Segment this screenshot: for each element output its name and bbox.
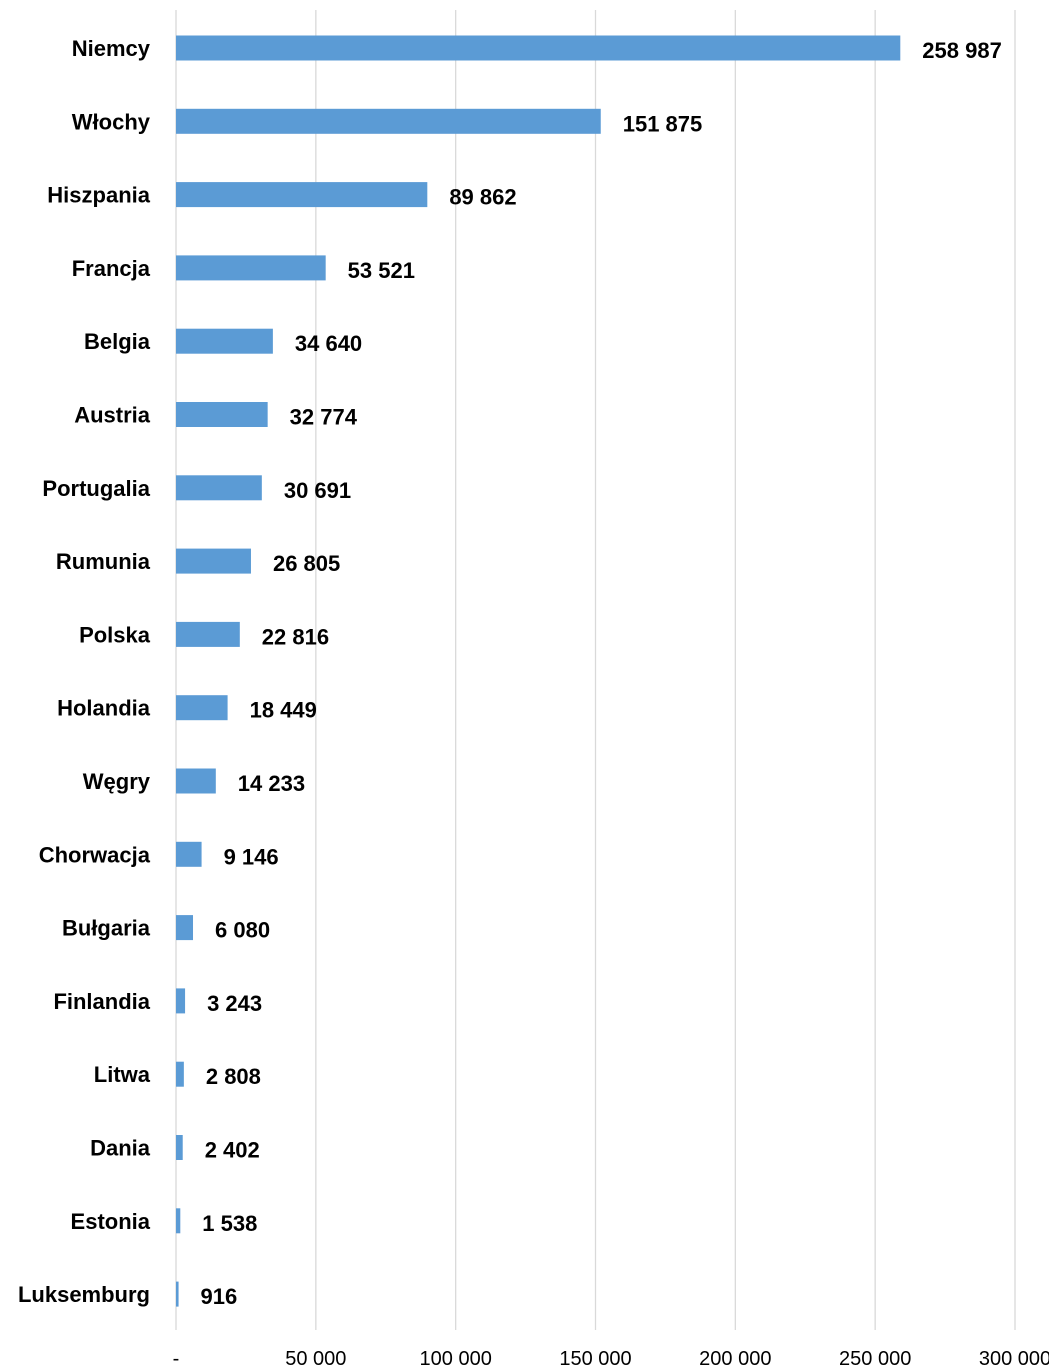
x-tick-label: 50 000	[285, 1348, 346, 1370]
category-label: Portugalia	[42, 476, 150, 501]
category-label: Hiszpania	[47, 183, 150, 208]
x-tick-label: 100 000	[420, 1348, 492, 1370]
bar	[176, 695, 228, 721]
data-label: 3 243	[207, 991, 262, 1016]
data-label: 53 521	[348, 258, 415, 283]
category-label: Rumunia	[56, 549, 151, 574]
bar	[176, 548, 251, 574]
bar	[176, 915, 194, 941]
data-label: 916	[201, 1284, 238, 1309]
data-label: 14 233	[238, 771, 305, 796]
x-tick-label: 250 000	[839, 1348, 911, 1370]
bar	[176, 1281, 179, 1307]
data-label: 34 640	[295, 331, 362, 356]
labels: - 50 000 100 000 150 000 200 000 250 000 300 0…	[18, 36, 1049, 1370]
bar	[176, 328, 273, 354]
bar	[176, 35, 901, 61]
data-label: 32 774	[290, 405, 358, 430]
category-label: Holandia	[57, 696, 151, 721]
data-label: 89 862	[449, 185, 516, 210]
category-label: Luksemburg	[18, 1282, 150, 1307]
x-tick-label: 150 000	[559, 1348, 631, 1370]
bar	[176, 255, 326, 281]
x-tick-label: -	[173, 1348, 180, 1370]
category-label: Belgia	[84, 329, 151, 354]
data-label: 6 080	[215, 918, 270, 943]
x-tick-label: 200 000	[699, 1348, 771, 1370]
gridlines	[175, 10, 1016, 1330]
bar	[176, 1061, 184, 1087]
category-label: Polska	[79, 622, 151, 647]
category-label: Niemcy	[72, 36, 151, 61]
data-label: 258 987	[922, 38, 1002, 63]
bar	[176, 182, 428, 208]
bar	[176, 108, 601, 134]
category-label: Francja	[72, 256, 151, 281]
data-label: 1 538	[202, 1211, 257, 1236]
bar	[176, 1135, 183, 1160]
data-label: 18 449	[250, 698, 317, 723]
data-label: 30 691	[284, 478, 351, 503]
data-label: 2 402	[205, 1138, 260, 1163]
data-label: 151 875	[623, 111, 703, 136]
category-label: Chorwacja	[39, 842, 151, 867]
category-label: Litwa	[94, 1062, 151, 1087]
data-label: 2 808	[206, 1064, 261, 1089]
bar	[176, 841, 202, 867]
category-label: Dania	[90, 1136, 151, 1161]
data-label: 9 146	[224, 844, 279, 869]
x-tick-label: 300 000	[979, 1348, 1049, 1370]
category-label: Austria	[74, 403, 151, 428]
bar	[176, 621, 240, 647]
category-label: Estonia	[71, 1209, 151, 1234]
bar	[176, 1208, 181, 1234]
bar	[176, 402, 268, 427]
bars	[176, 35, 901, 1307]
bar	[176, 768, 216, 794]
bar	[176, 988, 186, 1014]
data-label: 22 816	[262, 624, 329, 649]
category-label: Finlandia	[53, 989, 150, 1014]
category-label: Włochy	[72, 109, 151, 134]
category-label: Bułgaria	[62, 916, 151, 941]
data-label: 26 805	[273, 551, 340, 576]
category-label: Węgry	[83, 769, 151, 794]
bar	[176, 475, 262, 501]
